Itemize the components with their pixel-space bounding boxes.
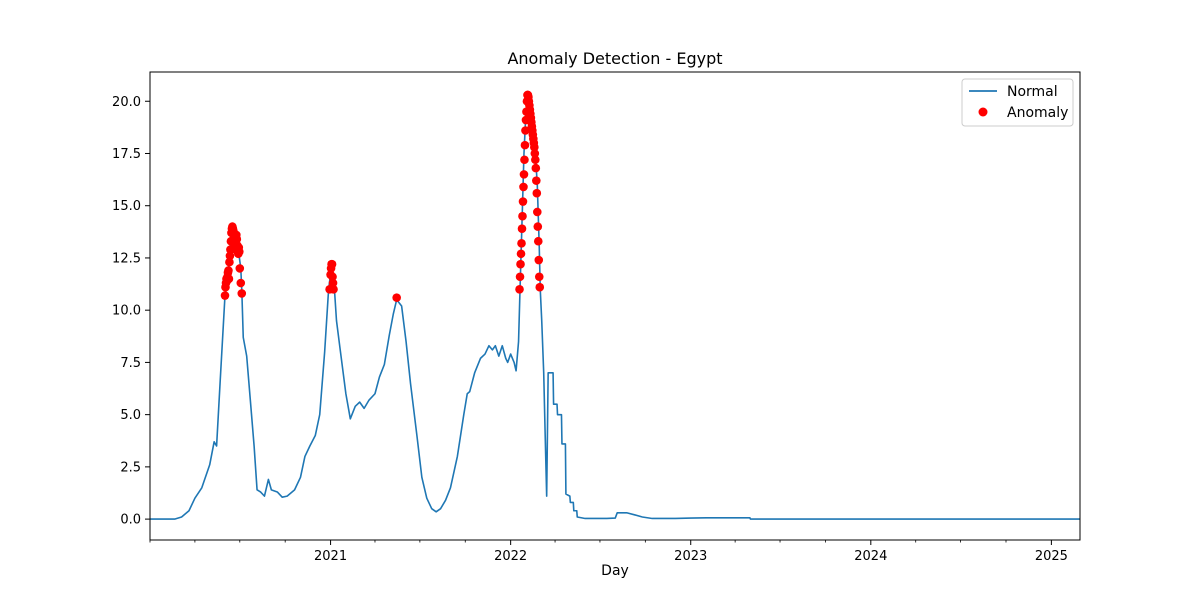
legend: Normal Anomaly bbox=[961, 78, 1074, 127]
anomaly-point bbox=[519, 170, 529, 179]
anomaly-point bbox=[521, 126, 530, 135]
chart-title: Anomaly Detection - Egypt bbox=[507, 49, 722, 68]
anomaly-point bbox=[327, 259, 337, 269]
anomaly-point bbox=[236, 278, 246, 288]
y-tick-label: 12.5 bbox=[112, 251, 141, 266]
anomaly-point bbox=[329, 284, 338, 294]
anomaly-point bbox=[517, 224, 527, 233]
legend-label-normal: Normal bbox=[1007, 84, 1058, 100]
anomaly-point bbox=[220, 291, 230, 300]
anomaly-point bbox=[533, 236, 543, 246]
anomaly-point bbox=[520, 140, 530, 150]
anomaly-point bbox=[328, 272, 337, 282]
plot-frame bbox=[149, 71, 1081, 541]
anomaly-point bbox=[534, 272, 544, 282]
anomaly-point bbox=[235, 264, 245, 273]
series-line-normal bbox=[150, 94, 1080, 520]
y-tick-label: 15.0 bbox=[112, 199, 141, 214]
y-tick-label: 2.5 bbox=[120, 460, 141, 475]
anomaly-point bbox=[518, 197, 528, 206]
anomaly-point bbox=[530, 142, 539, 152]
y-tick-label: 0.0 bbox=[120, 513, 141, 528]
anomaly-point bbox=[515, 284, 524, 294]
y-axis: 0.0 2.5 5.0 7.5 10.0 12.5 15.0 17.5 20.0 bbox=[112, 95, 150, 528]
anomaly-point bbox=[535, 282, 545, 292]
anomaly-point bbox=[531, 163, 541, 173]
anomaly-point bbox=[520, 155, 529, 165]
anomaly-point bbox=[225, 251, 235, 261]
anomaly-point bbox=[530, 149, 540, 158]
plot-area bbox=[150, 90, 1080, 520]
anomaly-point bbox=[515, 272, 525, 282]
anomaly-point bbox=[235, 247, 244, 256]
anomaly-point bbox=[534, 255, 544, 265]
y-tick-label: 5.0 bbox=[120, 408, 141, 423]
anomaly-point bbox=[232, 234, 242, 244]
x-tick-label: 2023 bbox=[674, 549, 707, 564]
x-tick-label: 2024 bbox=[854, 549, 887, 564]
x-tick-label: 2022 bbox=[494, 549, 527, 564]
x-tick-label: 2021 bbox=[314, 549, 347, 564]
y-tick-label: 20.0 bbox=[112, 95, 141, 110]
anomaly-point bbox=[517, 239, 526, 248]
anomaly-point bbox=[224, 266, 233, 275]
anomaly-point bbox=[328, 278, 338, 288]
anomaly-point bbox=[532, 176, 541, 185]
y-tick-label: 10.0 bbox=[112, 304, 141, 319]
anomaly-point bbox=[518, 211, 527, 221]
anomaly-point bbox=[392, 293, 401, 302]
anomaly-point bbox=[225, 257, 234, 267]
anomaly-point bbox=[533, 222, 543, 231]
anomaly-point bbox=[516, 249, 526, 259]
anomaly-point bbox=[224, 274, 234, 284]
legend-dot-icon bbox=[978, 107, 988, 117]
anomaly-point bbox=[516, 259, 525, 269]
anomaly-point bbox=[532, 207, 542, 217]
y-tick-label: 17.5 bbox=[112, 147, 141, 162]
anomaly-point bbox=[532, 188, 542, 198]
legend-label-anomaly: Anomaly bbox=[1007, 105, 1068, 121]
anomaly-point bbox=[519, 182, 528, 192]
x-axis-label: Day bbox=[601, 563, 629, 579]
x-tick-label: 2025 bbox=[1035, 549, 1068, 564]
y-tick-label: 7.5 bbox=[120, 356, 141, 371]
anomaly-point bbox=[531, 155, 540, 165]
x-axis: 2021 2022 2023 2024 2025 bbox=[149, 540, 1068, 564]
anomaly-point bbox=[237, 289, 247, 298]
